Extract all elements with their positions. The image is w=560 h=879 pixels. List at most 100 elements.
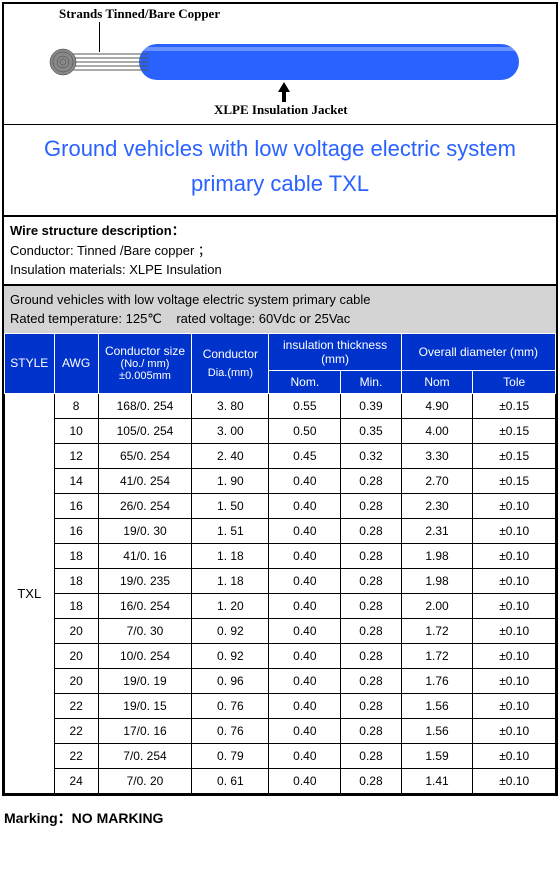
cell-dia: 0. 76 (192, 718, 269, 743)
cell-size: 105/0. 254 (98, 418, 192, 443)
cell-imin: 0.28 (341, 718, 401, 743)
cell-imin: 0.39 (341, 393, 401, 418)
cell-imin: 0.28 (341, 543, 401, 568)
cell-onom: 2.70 (401, 468, 473, 493)
table-row: 2219/0. 150. 760.400.281.56±0.10 (5, 693, 556, 718)
cell-size: 7/0. 30 (98, 618, 192, 643)
cell-tole: ±0.10 (473, 543, 556, 568)
cell-size: 26/0. 254 (98, 493, 192, 518)
page-title: Ground vehicles with low voltage electri… (4, 124, 556, 215)
cell-tole: ±0.10 (473, 768, 556, 793)
th-overall-dia: Overall diameter (mm) (401, 333, 555, 370)
cell-awg: 20 (54, 668, 98, 693)
table-row: 1441/0. 2541. 900.400.282.70±0.15 (5, 468, 556, 493)
cell-tole: ±0.10 (473, 493, 556, 518)
cell-inom: 0.40 (269, 468, 341, 493)
cell-size: 19/0. 30 (98, 518, 192, 543)
wire-desc-conductor: Conductor: Tinned /Bare copper ； (10, 241, 550, 261)
cell-size: 41/0. 16 (98, 543, 192, 568)
table-row: 1265/0. 2542. 400.450.323.30±0.15 (5, 443, 556, 468)
xlpe-label: XLPE Insulation Jacket (214, 102, 348, 118)
cable-graphic (49, 44, 519, 80)
cell-inom: 0.40 (269, 643, 341, 668)
cell-awg: 16 (54, 518, 98, 543)
th-awg: AWG (54, 333, 98, 393)
cell-inom: 0.40 (269, 518, 341, 543)
cell-imin: 0.28 (341, 668, 401, 693)
cell-size: 19/0. 19 (98, 668, 192, 693)
cell-inom: 0.40 (269, 668, 341, 693)
cable-strand-end (49, 48, 149, 76)
cell-dia: 1. 51 (192, 518, 269, 543)
cell-dia: 3. 80 (192, 393, 269, 418)
cell-tole: ±0.10 (473, 568, 556, 593)
cell-dia: 0. 92 (192, 618, 269, 643)
cell-onom: 1.72 (401, 643, 473, 668)
th-cond-dia: Conductor Dia.(mm) (192, 333, 269, 393)
cell-imin: 0.28 (341, 593, 401, 618)
table-row: 247/0. 200. 610.400.281.41±0.10 (5, 768, 556, 793)
cell-onom: 1.98 (401, 543, 473, 568)
cell-awg: 22 (54, 743, 98, 768)
th-insulation: insulation thickness (mm) (269, 333, 401, 370)
cell-awg: 20 (54, 643, 98, 668)
cell-onom: 1.72 (401, 618, 473, 643)
cell-imin: 0.28 (341, 468, 401, 493)
cell-size: 41/0. 254 (98, 468, 192, 493)
cell-dia: 2. 40 (192, 443, 269, 468)
cell-imin: 0.32 (341, 443, 401, 468)
cell-awg: 22 (54, 718, 98, 743)
cell-dia: 0. 61 (192, 768, 269, 793)
cell-size: 17/0. 16 (98, 718, 192, 743)
cell-imin: 0.28 (341, 568, 401, 593)
th-ins-min: Min. (341, 370, 401, 393)
cell-dia: 0. 76 (192, 693, 269, 718)
cell-size: 65/0. 254 (98, 443, 192, 468)
cell-awg: 10 (54, 418, 98, 443)
cell-onom: 4.90 (401, 393, 473, 418)
cell-inom: 0.40 (269, 718, 341, 743)
cell-onom: 2.31 (401, 518, 473, 543)
spec-table: STYLE AWG Conductor size (No./ mm) ±0.00… (4, 333, 556, 794)
cell-style: TXL (5, 393, 55, 793)
table-row: 1619/0. 301. 510.400.282.31±0.10 (5, 518, 556, 543)
cell-onom: 1.76 (401, 668, 473, 693)
cell-onom: 2.30 (401, 493, 473, 518)
cell-awg: 12 (54, 443, 98, 468)
xlpe-arrow-icon (274, 82, 294, 102)
cell-size: 19/0. 15 (98, 693, 192, 718)
cable-jacket (139, 44, 519, 80)
cell-tole: ±0.10 (473, 668, 556, 693)
cell-inom: 0.40 (269, 743, 341, 768)
cell-dia: 0. 79 (192, 743, 269, 768)
spec-table-body: TXL8168/0. 2543. 800.550.394.90±0.151010… (5, 393, 556, 793)
th-cond-size: Conductor size (No./ mm) ±0.005mm (98, 333, 192, 393)
table-row: 2019/0. 190. 960.400.281.76±0.10 (5, 668, 556, 693)
cell-onom: 3.30 (401, 443, 473, 468)
cell-inom: 0.40 (269, 493, 341, 518)
cell-inom: 0.40 (269, 768, 341, 793)
spec-header-line1: Ground vehicles with low voltage electri… (10, 290, 550, 310)
wire-structure-description: Wire structure description： Conductor: T… (4, 215, 556, 286)
cell-awg: 24 (54, 768, 98, 793)
cell-awg: 14 (54, 468, 98, 493)
spec-table-head: STYLE AWG Conductor size (No./ mm) ±0.00… (5, 333, 556, 393)
table-row: 1626/0. 2541. 500.400.282.30±0.10 (5, 493, 556, 518)
datasheet-container: Strands Tinned/Bare Copper (2, 2, 558, 796)
cell-tole: ±0.10 (473, 593, 556, 618)
cell-dia: 1. 50 (192, 493, 269, 518)
cell-size: 16/0. 254 (98, 593, 192, 618)
table-row: 227/0. 2540. 790.400.281.59±0.10 (5, 743, 556, 768)
cell-tole: ±0.10 (473, 643, 556, 668)
cell-imin: 0.28 (341, 618, 401, 643)
cell-tole: ±0.10 (473, 693, 556, 718)
cell-tole: ±0.15 (473, 418, 556, 443)
cell-dia: 1. 18 (192, 568, 269, 593)
cell-imin: 0.28 (341, 743, 401, 768)
wire-desc-insulation: Insulation materials: XLPE Insulation (10, 260, 550, 280)
cell-inom: 0.40 (269, 693, 341, 718)
th-od-tole: Tole (473, 370, 556, 393)
cell-onom: 1.56 (401, 718, 473, 743)
th-ins-nom: Nom. (269, 370, 341, 393)
cell-tole: ±0.10 (473, 518, 556, 543)
